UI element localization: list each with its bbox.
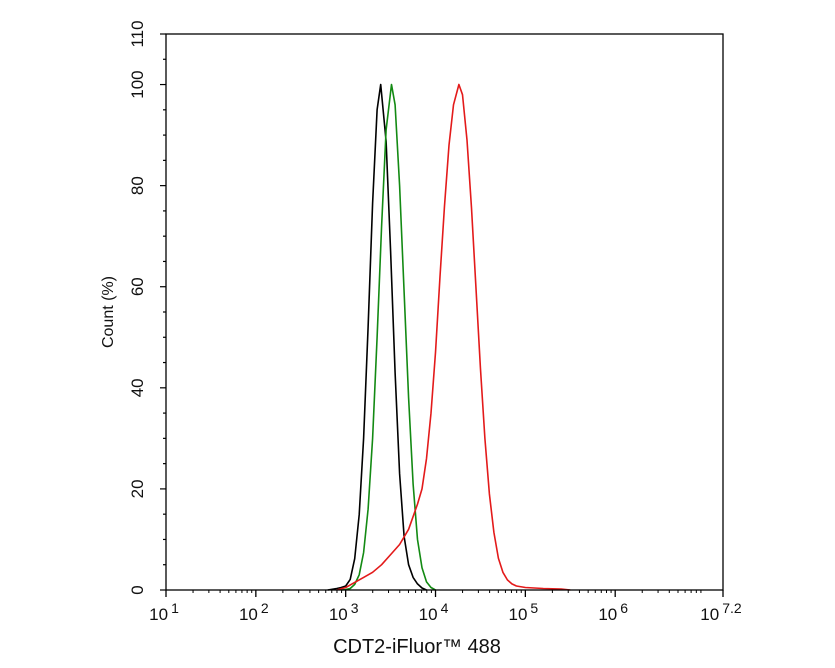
y-tick-label: 60 <box>128 277 147 296</box>
y-tick-label: 0 <box>128 585 147 594</box>
x-axis-ticks: 10 1 10 2 10 3 10 4 10 5 10 6 10 7.2 <box>149 590 742 624</box>
x-tick-label: 10 4 <box>419 600 449 624</box>
x-tick-label: 10 1 <box>149 600 179 624</box>
y-axis-label: Count (%) <box>100 276 117 348</box>
series-black-curve <box>327 83 427 591</box>
plot-frame <box>165 33 724 591</box>
x-tick-label: 10 7.2 <box>700 600 742 624</box>
x-axis-label: CDT2-iFluor™ 488 <box>333 636 501 658</box>
y-tick-label: 20 <box>128 479 147 498</box>
y-tick-label: 100 <box>128 70 147 98</box>
y-axis-ticks: 0 20 40 60 80 100 110 <box>128 20 166 595</box>
series-red-curve <box>336 83 571 591</box>
x-tick-label: 10 6 <box>598 600 628 624</box>
x-tick-label: 10 3 <box>329 600 359 624</box>
x-tick-label: 10 2 <box>239 600 269 624</box>
y-tick-label: 110 <box>128 20 147 47</box>
series-green-curve <box>341 83 436 591</box>
y-tick-label: 40 <box>128 378 147 397</box>
y-tick-label: 80 <box>128 176 147 195</box>
x-tick-label: 10 5 <box>508 600 538 624</box>
histogram-curves <box>327 83 571 591</box>
